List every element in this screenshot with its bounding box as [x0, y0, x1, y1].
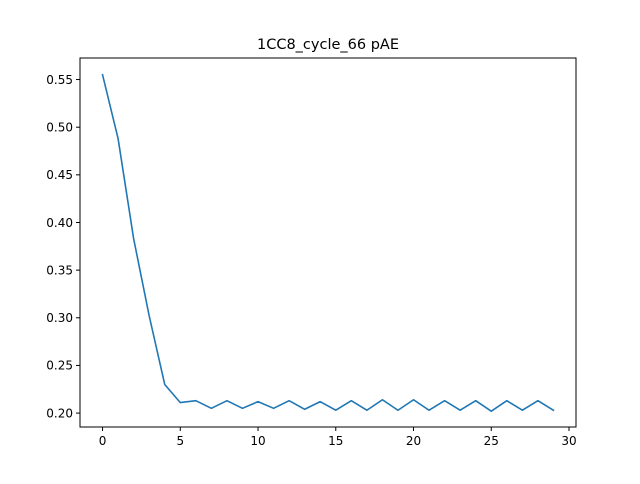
series-line — [101, 73, 555, 412]
x-axis: 0 5 10 15 20 25 30 — [99, 427, 577, 448]
y-tick-label: 0.50 — [46, 120, 73, 134]
y-tick-label: 0.55 — [46, 73, 73, 87]
plot-frame — [79, 57, 577, 428]
x-tick-label: 15 — [328, 434, 343, 448]
x-tick-label: 0 — [99, 434, 107, 448]
x-tick-label: 30 — [561, 434, 576, 448]
y-tick-label: 0.45 — [46, 168, 73, 182]
y-tick-label: 0.30 — [46, 311, 73, 325]
y-tick-label: 0.20 — [46, 406, 73, 420]
y-tick-label: 0.40 — [46, 216, 73, 230]
chart-title: 1CC8_cycle_66 pAE — [257, 37, 399, 53]
x-tick-label: 25 — [484, 434, 499, 448]
x-tick-label: 5 — [176, 434, 184, 448]
y-tick-label: 0.35 — [46, 263, 73, 277]
y-tick-label: 0.25 — [46, 359, 73, 373]
x-tick-label: 10 — [250, 434, 265, 448]
x-tick-label: 20 — [406, 434, 421, 448]
plot-series — [101, 73, 555, 412]
y-axis: 0.20 0.25 0.30 0.35 0.40 0.45 0.50 0.55 — [46, 73, 80, 420]
